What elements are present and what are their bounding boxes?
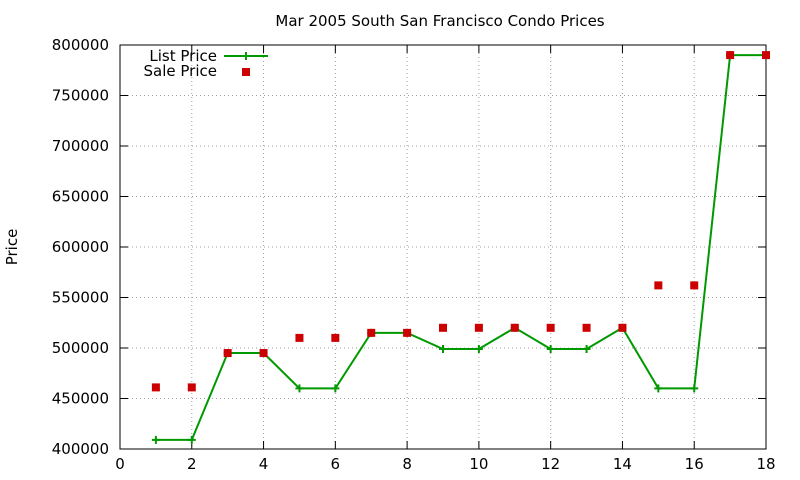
- x-tick-label: 12: [541, 455, 560, 473]
- data-point: [295, 333, 304, 342]
- x-tick-label: 6: [331, 455, 341, 473]
- x-tick-label: 10: [469, 455, 488, 473]
- legend-label-list-price: List Price: [149, 47, 217, 65]
- y-tick-label: 550000: [52, 289, 109, 307]
- data-point: [439, 323, 447, 332]
- data-point: [510, 323, 519, 332]
- x-tick-label: 4: [259, 455, 269, 473]
- data-point: [618, 323, 627, 332]
- data-point: [151, 383, 160, 392]
- data-point: [654, 384, 663, 393]
- series-line: [155, 54, 766, 441]
- series-layer: [151, 51, 770, 444]
- y-axis-label: Price: [3, 229, 21, 266]
- y-tick-label: 450000: [52, 390, 109, 408]
- x-tick-label: 14: [613, 455, 632, 473]
- x-tick-label: 0: [115, 455, 125, 473]
- data-point: [726, 51, 735, 60]
- legend: List Price Sale Price: [144, 47, 268, 80]
- x-tick-label: 2: [187, 455, 197, 473]
- data-point: [582, 345, 591, 354]
- data-point: [762, 51, 770, 60]
- data-point: [151, 435, 160, 444]
- data-point: [259, 349, 268, 358]
- y-tick-label: 400000: [52, 440, 109, 458]
- data-point: [367, 328, 376, 337]
- y-tick-label: 750000: [52, 87, 109, 105]
- y-tick-label: 600000: [52, 238, 109, 256]
- data-point: [474, 323, 483, 332]
- axis-ticks: 0 2 4 6 8 10 12 14 16 18 400000 450000 500000 550000 6…: [52, 36, 776, 473]
- data-point: [331, 333, 340, 342]
- data-point: [187, 435, 196, 444]
- data-point: [690, 281, 699, 290]
- data-point: [295, 384, 304, 393]
- legend-marker-sale-price: [242, 68, 250, 76]
- y-tick-label: 650000: [52, 188, 109, 206]
- x-tick-label: 18: [756, 455, 775, 473]
- x-tick-label: 8: [402, 455, 412, 473]
- series-list-price: [151, 51, 770, 444]
- y-tick-label: 500000: [52, 339, 109, 357]
- legend-square: [242, 68, 250, 76]
- data-point: [546, 345, 555, 354]
- data-point: [223, 349, 232, 358]
- chart-title: Mar 2005 South San Francisco Condo Price…: [275, 12, 604, 30]
- data-point: [331, 384, 340, 393]
- y-tick-label: 800000: [52, 36, 109, 54]
- data-point: [187, 383, 196, 392]
- data-point: [654, 281, 663, 290]
- data-point: [582, 323, 591, 332]
- data-point: [403, 328, 412, 337]
- x-tick-label: 16: [685, 455, 704, 473]
- y-tick-label: 700000: [52, 137, 109, 155]
- data-point: [439, 345, 447, 354]
- data-point: [546, 323, 555, 332]
- series-sale-price: [151, 51, 770, 392]
- data-point: [690, 384, 699, 393]
- legend-plus: [242, 52, 250, 60]
- data-point: [474, 345, 483, 354]
- legend-label-sale-price: Sale Price: [144, 62, 217, 80]
- legend-marker-list-price: [242, 52, 250, 60]
